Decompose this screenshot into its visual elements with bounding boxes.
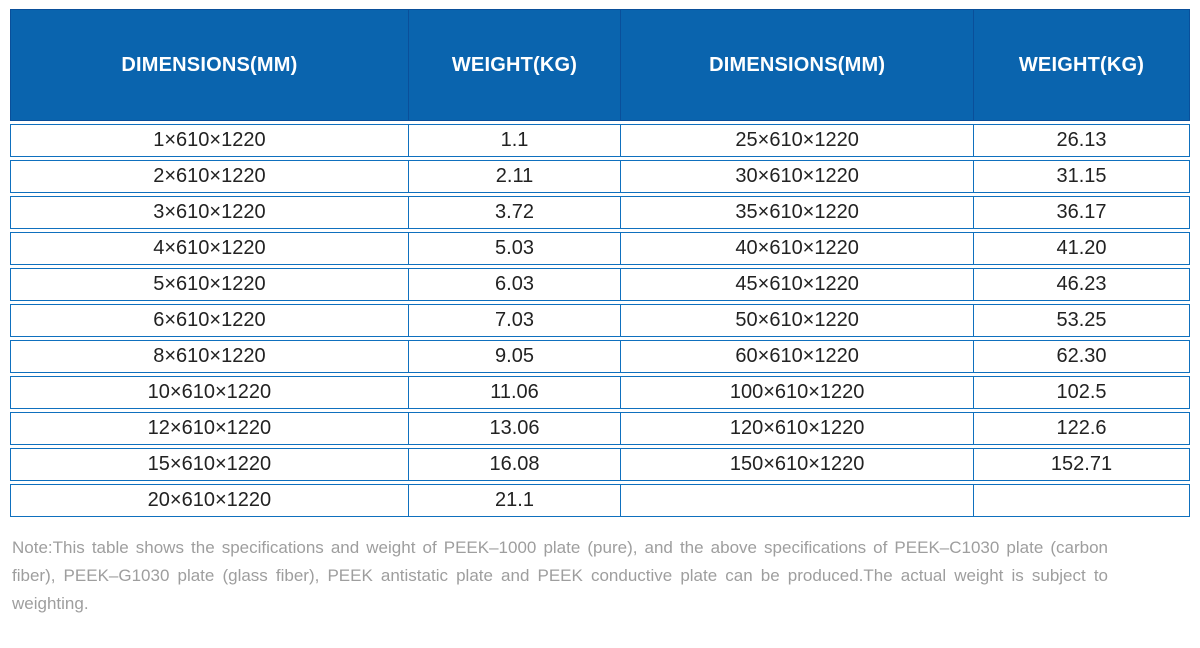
dimension-cell-right [621, 484, 975, 517]
dimension-cell-left: 12×610×1220 [10, 412, 409, 445]
weight-cell-right: 31.15 [974, 160, 1190, 193]
weight-cell-right: 26.13 [974, 124, 1190, 157]
dimension-cell-right: 100×610×1220 [621, 376, 975, 409]
weight-cell-left: 2.11 [408, 160, 622, 193]
header-dimensions-right: DIMENSIONS(MM) [621, 9, 975, 121]
weight-cell-right: 41.20 [974, 232, 1190, 265]
dimension-cell-right: 50×610×1220 [621, 304, 975, 337]
table-row: 4×610×1220 5.03 40×610×1220 41.20 [10, 232, 1190, 265]
header-weight-left: WEIGHT(KG) [408, 9, 622, 121]
dimension-cell-right: 30×610×1220 [621, 160, 975, 193]
table-row: 15×610×1220 16.08 150×610×1220 152.71 [10, 448, 1190, 481]
weight-cell-left: 7.03 [408, 304, 622, 337]
note-text: Note:This table shows the specifications… [12, 538, 1108, 613]
table-row: 3×610×1220 3.72 35×610×1220 36.17 [10, 196, 1190, 229]
weight-cell-right: 36.17 [974, 196, 1190, 229]
table-row: 6×610×1220 7.03 50×610×1220 53.25 [10, 304, 1190, 337]
weight-cell-left: 3.72 [408, 196, 622, 229]
dimension-cell-left: 4×610×1220 [10, 232, 409, 265]
weight-cell-right [974, 484, 1190, 517]
weight-cell-left: 6.03 [408, 268, 622, 301]
dimension-cell-left: 8×610×1220 [10, 340, 409, 373]
dimension-cell-left: 10×610×1220 [10, 376, 409, 409]
weight-cell-left: 13.06 [408, 412, 622, 445]
weight-cell-left: 9.05 [408, 340, 622, 373]
table-row: 8×610×1220 9.05 60×610×1220 62.30 [10, 340, 1190, 373]
weight-cell-right: 152.71 [974, 448, 1190, 481]
dimension-cell-left: 3×610×1220 [10, 196, 409, 229]
weight-cell-right: 122.6 [974, 412, 1190, 445]
header-weight-right: WEIGHT(KG) [974, 9, 1190, 121]
table-header-row: DIMENSIONS(MM) WEIGHT(KG) DIMENSIONS(MM)… [10, 9, 1190, 121]
dimension-cell-left: 2×610×1220 [10, 160, 409, 193]
dimension-cell-left: 15×610×1220 [10, 448, 409, 481]
weight-cell-left: 5.03 [408, 232, 622, 265]
table-row: 10×610×1220 11.06 100×610×1220 102.5 [10, 376, 1190, 409]
header-dimensions-left: DIMENSIONS(MM) [10, 9, 409, 121]
weight-cell-right: 46.23 [974, 268, 1190, 301]
dimension-cell-right: 45×610×1220 [621, 268, 975, 301]
weight-cell-right: 62.30 [974, 340, 1190, 373]
table-row: 5×610×1220 6.03 45×610×1220 46.23 [10, 268, 1190, 301]
weight-cell-left: 16.08 [408, 448, 622, 481]
weight-cell-left: 21.1 [408, 484, 622, 517]
weight-cell-right: 53.25 [974, 304, 1190, 337]
dimension-cell-right: 120×610×1220 [621, 412, 975, 445]
dimension-cell-right: 35×610×1220 [621, 196, 975, 229]
dimension-cell-left: 1×610×1220 [10, 124, 409, 157]
weight-cell-left: 1.1 [408, 124, 622, 157]
spec-table: DIMENSIONS(MM) WEIGHT(KG) DIMENSIONS(MM)… [10, 6, 1190, 520]
table-row: 2×610×1220 2.11 30×610×1220 31.15 [10, 160, 1190, 193]
dimension-cell-right: 150×610×1220 [621, 448, 975, 481]
dimension-cell-right: 25×610×1220 [621, 124, 975, 157]
table-row: 20×610×1220 21.1 [10, 484, 1190, 517]
table-row: 1×610×1220 1.1 25×610×1220 26.13 [10, 124, 1190, 157]
dimension-cell-right: 40×610×1220 [621, 232, 975, 265]
dimension-cell-left: 6×610×1220 [10, 304, 409, 337]
dimension-cell-left: 20×610×1220 [10, 484, 409, 517]
table-row: 12×610×1220 13.06 120×610×1220 122.6 [10, 412, 1190, 445]
weight-cell-right: 102.5 [974, 376, 1190, 409]
weight-cell-left: 11.06 [408, 376, 622, 409]
dimension-cell-left: 5×610×1220 [10, 268, 409, 301]
spec-table-body: 1×610×1220 1.1 25×610×1220 26.13 2×610×1220 2… [10, 124, 1190, 517]
dimension-cell-right: 60×610×1220 [621, 340, 975, 373]
